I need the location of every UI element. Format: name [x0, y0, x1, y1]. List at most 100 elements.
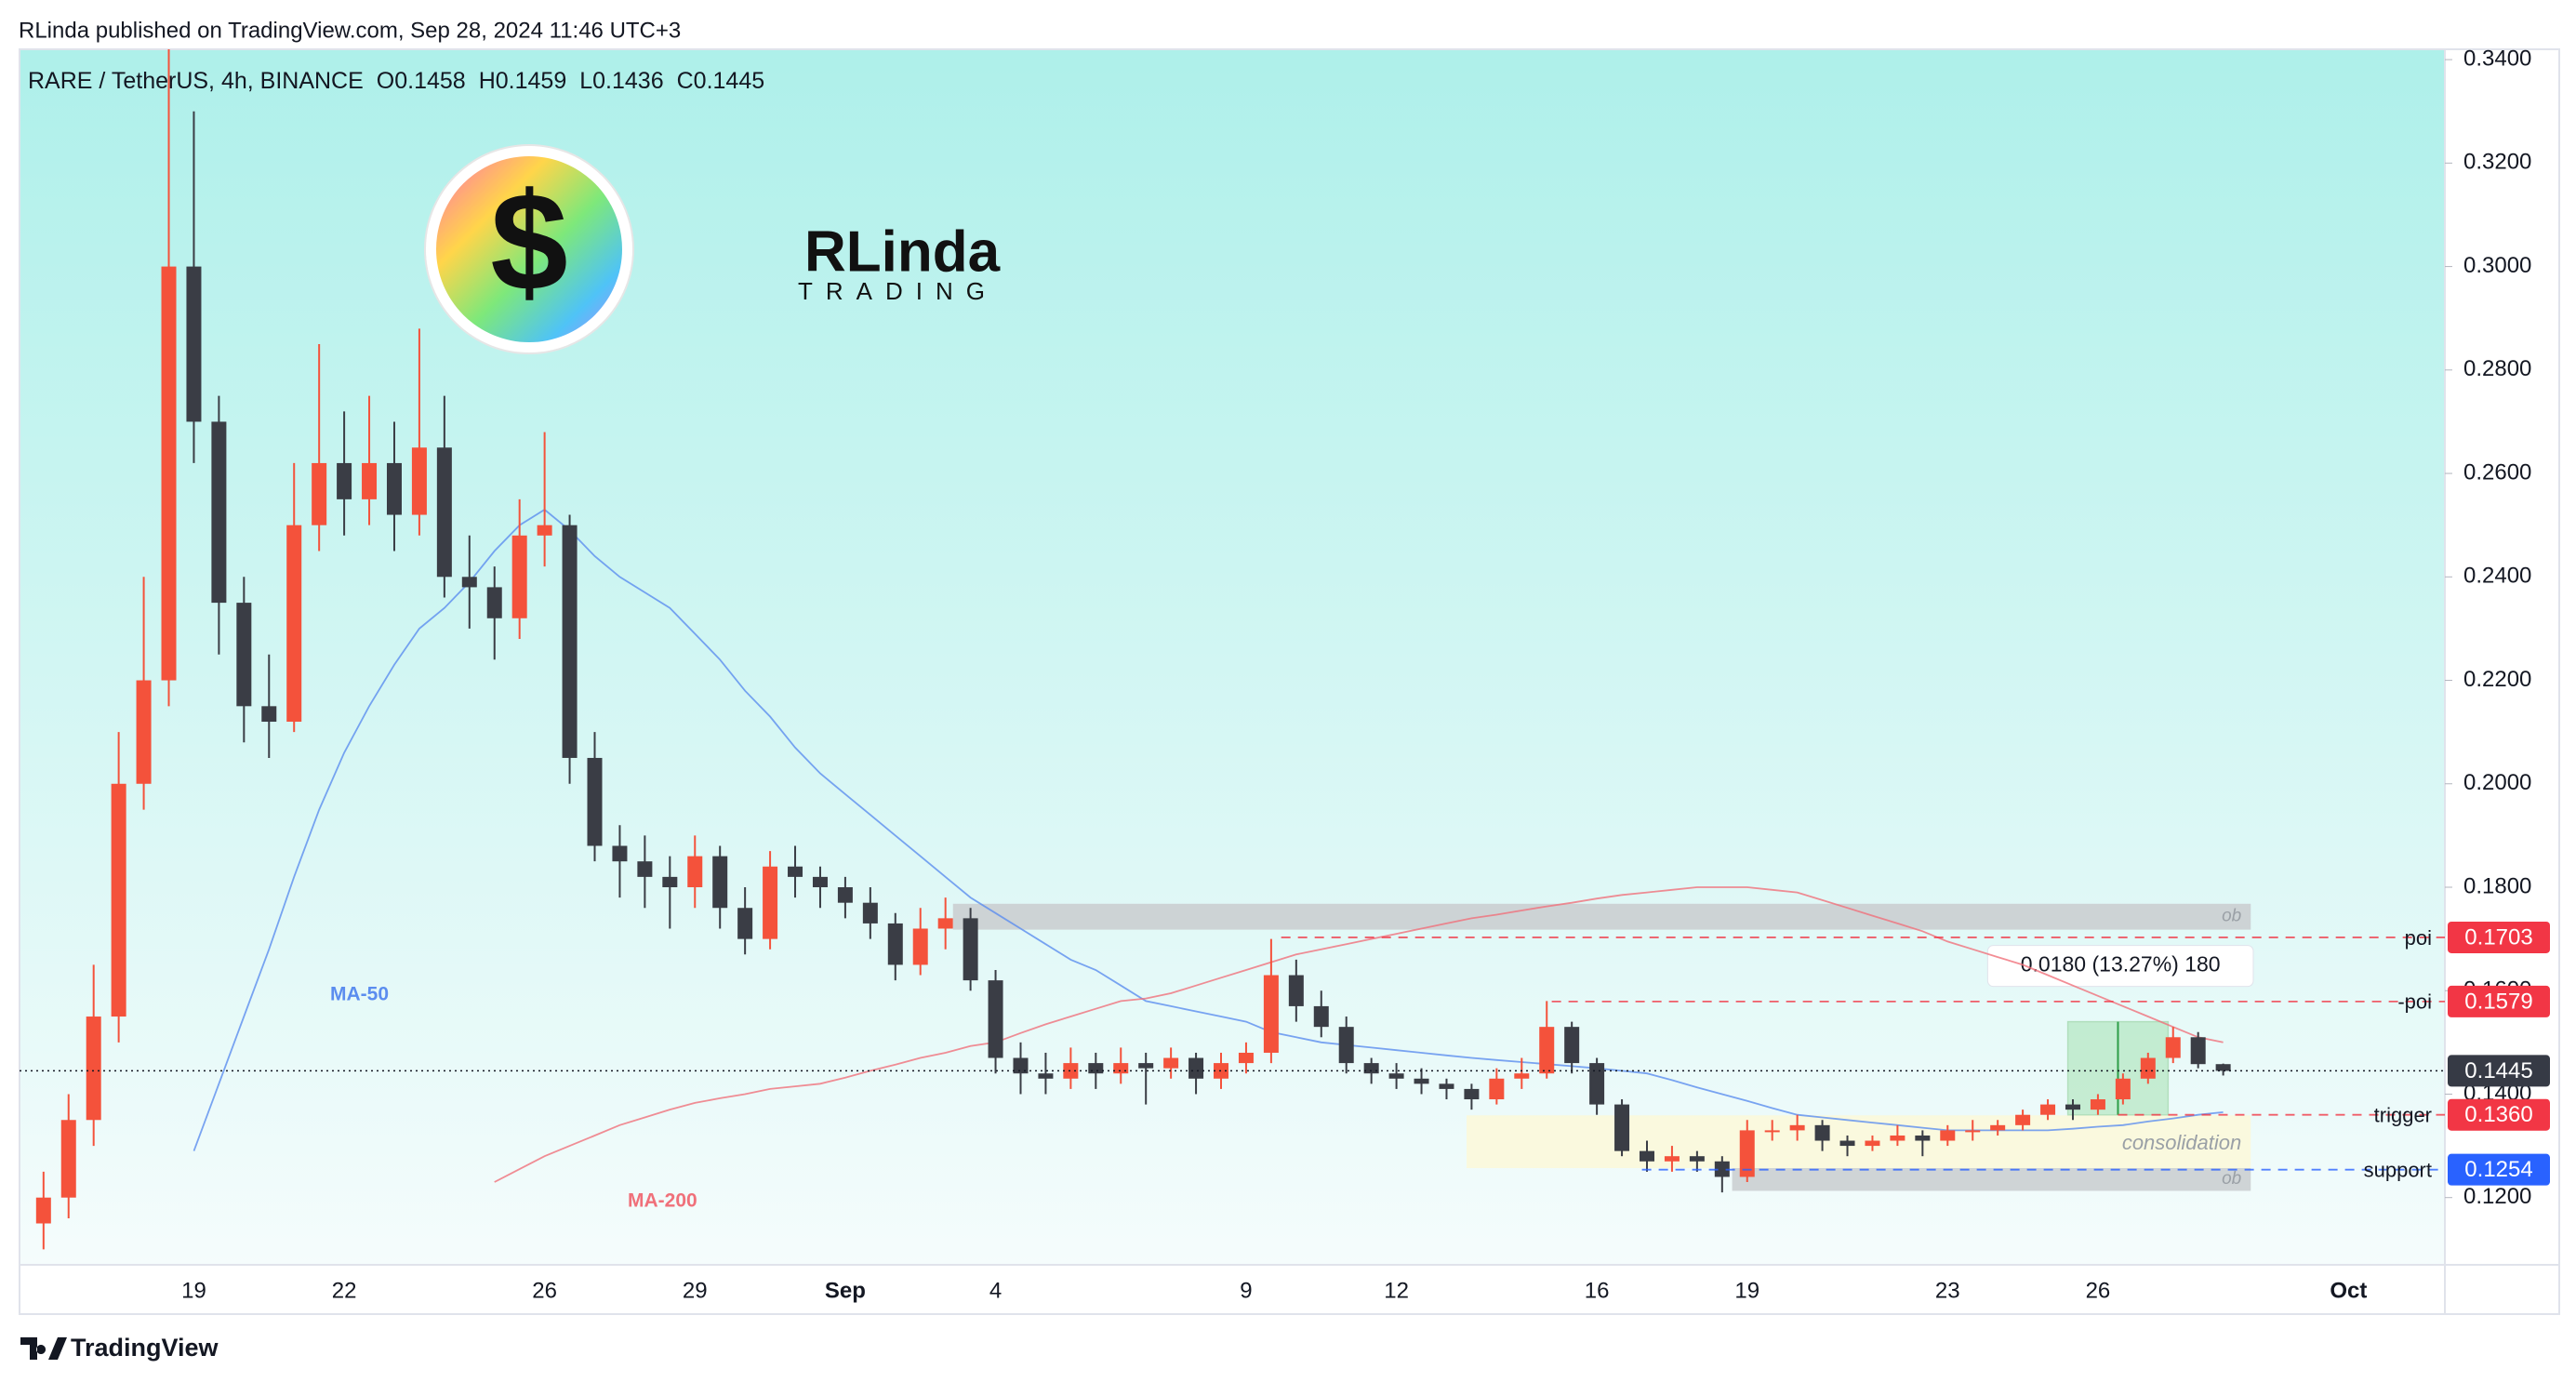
- candle-body: [436, 447, 452, 578]
- candle-body: [1088, 1063, 1104, 1074]
- candle-body: [1689, 1156, 1705, 1162]
- x-tick-label: 19: [1734, 1278, 1759, 1303]
- ohlc-value: 0.1436: [592, 68, 663, 94]
- candle-body: [186, 266, 202, 422]
- ohlc-value: 0.1459: [496, 68, 566, 94]
- candle-body: [562, 525, 578, 758]
- symbol: RARE / TetherUS, 4h, BINANCE: [28, 68, 364, 94]
- candle-body: [963, 918, 978, 981]
- x-tick-label: 22: [332, 1278, 357, 1303]
- y-tick-label: 0.1200: [2463, 1184, 2531, 1209]
- candle-body: [2140, 1057, 2156, 1079]
- candle-body: [537, 525, 552, 536]
- candle-body: [1890, 1135, 1905, 1141]
- x-tick-label: 16: [1585, 1278, 1610, 1303]
- candle-body: [136, 680, 152, 784]
- brand-tagline: TRADING: [798, 277, 998, 305]
- ohlc-letter: H: [479, 68, 496, 94]
- y-tick-label: 0.2600: [2463, 459, 2531, 485]
- brand-logo: RLinda TRADING: [798, 219, 1001, 305]
- candle-body: [862, 902, 878, 924]
- candle-body: [2065, 1104, 2080, 1110]
- candle-body: [1990, 1124, 2006, 1131]
- moving-average: [193, 508, 2224, 1151]
- candle-body: [1814, 1124, 1830, 1141]
- price-label-box: [2448, 921, 2550, 953]
- candle-body: [1639, 1150, 1654, 1162]
- price-label-box: [2448, 1055, 2550, 1087]
- candle-body: [662, 876, 678, 887]
- y-tick-label: 0.1800: [2463, 873, 2531, 898]
- candle-body: [737, 908, 753, 939]
- candle-body: [1514, 1073, 1530, 1079]
- candle-body: [1338, 1027, 1354, 1064]
- candle-body: [1589, 1063, 1605, 1105]
- candle-body: [1038, 1073, 1054, 1079]
- candle-body: [111, 783, 126, 1017]
- measure-label: 0.0180 (13.27%) 180: [2021, 952, 2221, 977]
- candle-body: [386, 462, 402, 515]
- x-tick-label: 26: [532, 1278, 557, 1303]
- candle-body: [2190, 1037, 2206, 1065]
- x-tick-label: 4: [989, 1278, 1002, 1303]
- series-label: MA-200: [628, 1190, 697, 1212]
- candle-body: [712, 856, 728, 909]
- y-tick-label: 0.3200: [2463, 150, 2531, 175]
- candle-body: [337, 462, 352, 499]
- level-label: trigger: [2374, 1104, 2432, 1127]
- candle-body: [887, 923, 903, 965]
- coin-logo: $: [424, 144, 634, 354]
- candle-body: [486, 587, 502, 618]
- candle-body: [1313, 1005, 1329, 1028]
- coin-symbol: $: [490, 164, 567, 320]
- candle-body: [1439, 1083, 1454, 1089]
- x-tick-label: Oct: [2330, 1278, 2367, 1303]
- candle-body: [837, 886, 853, 903]
- candle-body: [788, 866, 803, 877]
- footer: TradingView: [20, 1334, 219, 1362]
- candle-body: [312, 462, 327, 525]
- candle-body: [1940, 1130, 1956, 1141]
- footer-icon: [20, 1337, 67, 1360]
- candle-body: [2090, 1099, 2105, 1110]
- x-tick-label: 19: [181, 1278, 206, 1303]
- candle-body: [1388, 1073, 1404, 1079]
- candle-body: [1915, 1135, 1931, 1141]
- candle-body: [1664, 1156, 1680, 1162]
- candle-body: [1464, 1088, 1480, 1100]
- zone: [1467, 1115, 2251, 1168]
- candle-body: [2040, 1104, 2056, 1115]
- plot-area: [20, 49, 2445, 1265]
- zone: [952, 903, 2251, 930]
- ohlc-value: 0.1445: [694, 68, 764, 94]
- candle-body: [612, 845, 628, 862]
- candle-body: [763, 866, 778, 939]
- ohlc-letter: O: [377, 68, 394, 94]
- ohlc-value: 0.1458: [394, 68, 465, 94]
- candle-body: [1839, 1140, 1855, 1147]
- candle-body: [362, 462, 378, 499]
- candle-body: [1789, 1124, 1805, 1131]
- candle-body: [86, 1017, 101, 1121]
- candle-body: [236, 603, 252, 707]
- zone-label: ob: [2222, 907, 2241, 926]
- candle-body: [261, 706, 277, 723]
- zone-label: ob: [2222, 1169, 2241, 1189]
- candle-body: [1764, 1130, 1780, 1133]
- candle-body: [1564, 1027, 1580, 1064]
- candle-body: [912, 928, 928, 965]
- ohlc-letter: L: [579, 68, 592, 94]
- y-tick-label: 0.2400: [2463, 564, 2531, 589]
- x-tick-label: 26: [2086, 1278, 2111, 1303]
- candle-body: [1288, 975, 1304, 1006]
- candle-body: [1489, 1078, 1505, 1100]
- candle-body: [411, 447, 427, 515]
- candle-body: [1238, 1052, 1254, 1064]
- candle-body: [812, 876, 828, 887]
- candle-body: [1414, 1078, 1429, 1084]
- candle-body: [1714, 1161, 1730, 1177]
- price-label-box: [2448, 1098, 2550, 1131]
- candle-body: [1113, 1063, 1129, 1074]
- candle-body: [637, 861, 653, 877]
